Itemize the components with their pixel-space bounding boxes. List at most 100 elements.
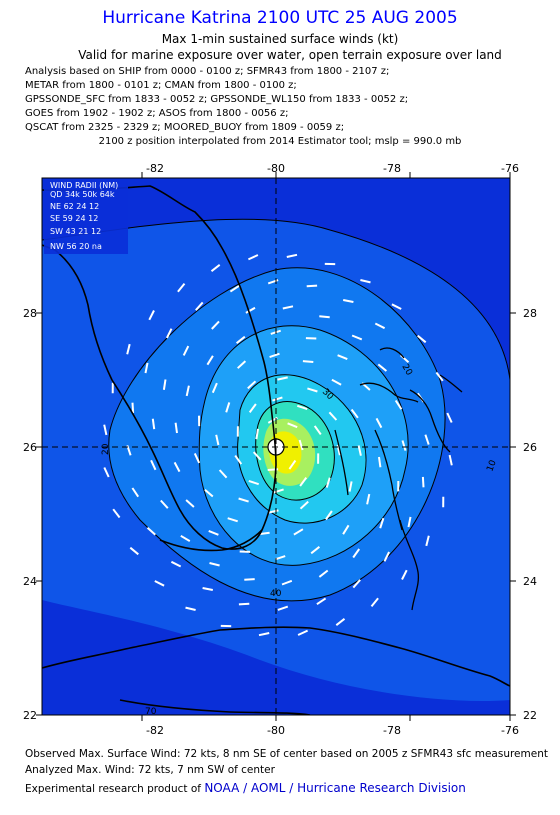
wind-vector xyxy=(383,551,390,562)
wind-vector xyxy=(357,445,362,456)
wind-vector xyxy=(177,282,186,293)
wind-vector xyxy=(202,587,213,591)
analysis-line: GPSSONDE_SFC from 1833 - 0052 z; GPSSOND… xyxy=(25,94,409,105)
wind-vector xyxy=(255,428,259,440)
wind-vector xyxy=(370,597,379,608)
subtitle: Max 1-min sustained surface winds (kt) xyxy=(161,32,399,46)
analysis-line: Analysis based on SHIP from 0000 - 0100 … xyxy=(25,66,390,77)
x-tick-label: -78 xyxy=(383,724,401,737)
wind-vector xyxy=(185,606,196,611)
wind-vector xyxy=(268,509,279,514)
wind-radii-row: NW 56 20 na xyxy=(50,242,102,251)
wind-vector xyxy=(180,534,191,542)
wind-vector xyxy=(252,451,262,461)
wind-vector xyxy=(204,488,214,498)
wind-vector xyxy=(325,510,333,521)
wind-radii-header: QD 34k 50k 64k xyxy=(50,190,115,199)
wind-vector xyxy=(348,481,353,492)
wind-vector xyxy=(144,362,149,374)
wind-vector xyxy=(401,569,408,580)
wind-vector xyxy=(287,422,298,429)
wind-vector xyxy=(351,334,363,341)
wind-vector xyxy=(131,402,135,414)
x-tick-label: -80 xyxy=(267,162,285,175)
wind-vector xyxy=(238,602,250,606)
wind-vector xyxy=(182,345,190,356)
axis-ticks xyxy=(36,172,516,721)
y-tick-label: 24 xyxy=(523,575,537,588)
wind-radii-row: SW 43 21 12 xyxy=(50,227,101,236)
wind-vector xyxy=(234,455,243,465)
wind-vector xyxy=(299,500,309,510)
wind-vector xyxy=(296,404,308,411)
wind-vector xyxy=(328,411,338,421)
wind-vector xyxy=(307,387,318,393)
wind-vector xyxy=(316,597,327,606)
wind-vector xyxy=(258,632,270,637)
wind-vector xyxy=(248,479,260,486)
wind-vector xyxy=(281,579,293,586)
wind-vector xyxy=(343,299,354,303)
wind-vector xyxy=(151,418,156,430)
wind-vector xyxy=(247,380,257,390)
wind-vector xyxy=(375,417,383,429)
wind-vector xyxy=(435,371,444,382)
wind-vector xyxy=(394,399,403,410)
wind-vector xyxy=(215,434,220,446)
wind-vector xyxy=(162,379,167,390)
wind-vector xyxy=(237,360,247,369)
analysis-line: GOES from 1902 - 1902 z; ASOS from 1800 … xyxy=(25,108,289,119)
wind-vector xyxy=(352,548,361,559)
wind-vector xyxy=(337,354,348,361)
contour-label: 20 xyxy=(101,443,111,455)
wind-vector xyxy=(269,352,280,359)
wind-vector xyxy=(379,517,385,529)
analysis-line: QSCAT from 2325 - 2329 z; MOORED_BUOY fr… xyxy=(25,122,345,133)
y-tick-label: 28 xyxy=(23,307,37,320)
wind-vector xyxy=(126,343,131,355)
wind-vector xyxy=(247,254,259,261)
wind-vector xyxy=(277,605,289,611)
wind-vector xyxy=(446,412,453,423)
wind-vector xyxy=(225,402,231,413)
x-tick-label: -76 xyxy=(501,162,519,175)
wind-radii-row: NE 62 24 12 xyxy=(50,202,99,211)
y-tick-label: 26 xyxy=(523,441,537,454)
x-tick-label: -76 xyxy=(501,724,519,737)
page-title: Hurricane Katrina 2100 UTC 25 AUG 2005 xyxy=(102,8,458,28)
wind-vector xyxy=(318,569,329,578)
wind-vector xyxy=(272,396,283,402)
y-tick-label: 24 xyxy=(23,575,37,588)
coastline-bahamas xyxy=(334,347,463,611)
wind-vector xyxy=(298,439,304,451)
wind-vector xyxy=(421,476,425,488)
wind-vector xyxy=(274,555,286,561)
wind-vector xyxy=(360,279,371,284)
wind-vector xyxy=(103,467,110,478)
wind-vector xyxy=(282,305,294,310)
wind-vector xyxy=(173,461,181,473)
wind-vector xyxy=(210,264,221,272)
wind-vector xyxy=(331,378,342,386)
wind-vector xyxy=(286,253,298,258)
wind-vector xyxy=(319,315,330,319)
wind-vector xyxy=(112,508,121,519)
wind-vector xyxy=(425,535,430,547)
wind-vector xyxy=(325,477,331,488)
wind-vector xyxy=(313,425,322,435)
wind-vector xyxy=(103,424,108,436)
wind-vector xyxy=(378,456,382,468)
wind-vector xyxy=(273,488,284,494)
wind-vector xyxy=(195,301,204,311)
contour-label: 40 xyxy=(270,589,282,599)
wind-vector xyxy=(377,363,388,372)
contour-label: 70 xyxy=(145,707,157,717)
wind-vector xyxy=(407,516,412,528)
org-link[interactable]: NOAA / AOML / Hurricane Research Divisio… xyxy=(204,781,466,795)
validity-note: Valid for marine exposure over water, op… xyxy=(78,48,502,62)
analyzed-max-wind: Analyzed Max. Wind: 72 kts, 7 nm SW of c… xyxy=(25,764,275,776)
wind-vector xyxy=(170,560,182,568)
wind-vector xyxy=(218,469,228,479)
wind-vector xyxy=(238,497,249,503)
